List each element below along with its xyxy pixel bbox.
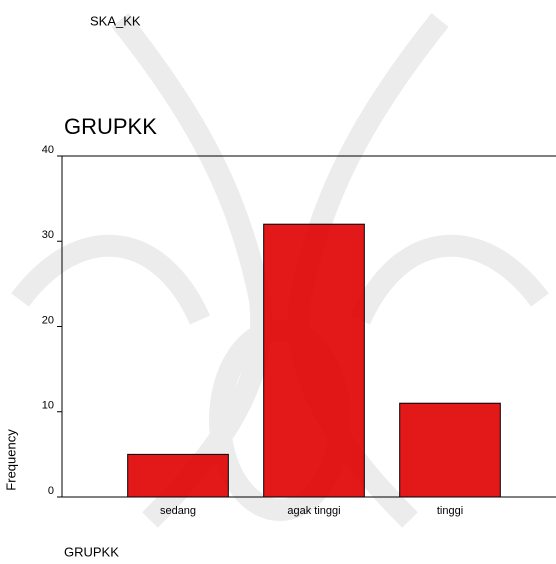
page: SKA_KK GRUPKK GRUPKK Frequency 0 10 20 30 40… bbox=[0, 0, 556, 564]
watermark-curve bbox=[360, 246, 540, 320]
x-tick-label: agak tinggi bbox=[287, 505, 340, 517]
bar bbox=[128, 454, 229, 497]
y-axis-label: Frequency bbox=[3, 429, 18, 491]
watermark-curve bbox=[120, 20, 261, 520]
chart-title: GRUPKK bbox=[64, 114, 157, 139]
y-tick-label: 40 bbox=[42, 144, 54, 156]
chart-subtitle: SKA_KK bbox=[90, 13, 141, 28]
watermark-curve bbox=[20, 246, 200, 320]
x-tick-label: tinggi bbox=[437, 505, 463, 517]
bar bbox=[400, 403, 501, 497]
chart: SKA_KK GRUPKK GRUPKK Frequency 0 10 20 30 40… bbox=[0, 0, 556, 564]
x-tick-label: sedang bbox=[160, 505, 196, 517]
y-tick-label: 20 bbox=[42, 314, 54, 326]
y-tick-label: 10 bbox=[42, 400, 54, 412]
x-axis-label: GRUPKK bbox=[64, 544, 119, 559]
y-tick-label: 0 bbox=[48, 485, 54, 497]
y-tick-label: 30 bbox=[42, 229, 54, 241]
bar bbox=[264, 224, 365, 497]
